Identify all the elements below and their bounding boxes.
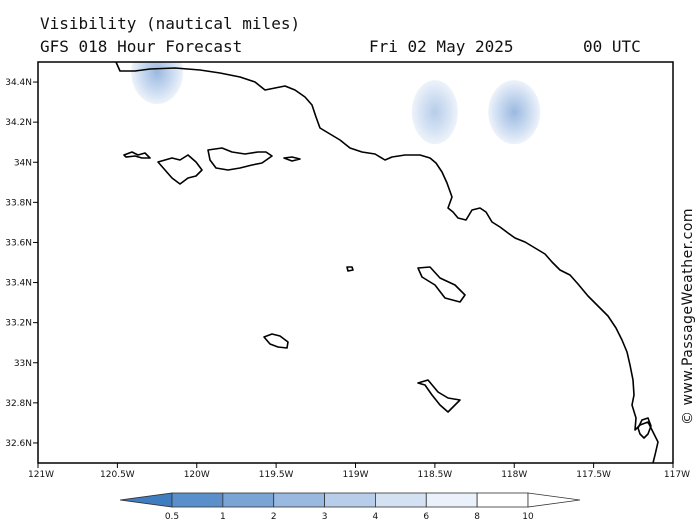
colorbar-label: 2 xyxy=(271,512,277,522)
santa-barbara-island xyxy=(346,266,354,272)
forecast-model: GFS 018 Hour Forecast xyxy=(40,37,243,56)
forecast-time: 00 UTC xyxy=(583,37,641,56)
lon-tick-label: 118.5W xyxy=(418,470,453,480)
colorbar-segment xyxy=(222,492,275,508)
colorbar-segment xyxy=(324,492,376,508)
lat-tick-label: 34.4N xyxy=(5,78,32,88)
san-miguel-island xyxy=(123,151,151,159)
lat-tick-label: 34N xyxy=(14,158,32,168)
low-visibility-area xyxy=(411,80,458,145)
colorbar-segment xyxy=(425,492,478,508)
san-clemente-island xyxy=(417,379,461,413)
mainland-coast xyxy=(115,62,659,463)
lat-tick-label: 34.2N xyxy=(5,118,32,128)
lon-tick-label: 118W xyxy=(501,470,527,480)
lat-tick-label: 33.8N xyxy=(5,198,32,208)
forecast-date: Fri 02 May 2025 xyxy=(369,37,514,56)
colorbar-label: 10 xyxy=(522,512,534,522)
latitude-axis: 32.6N 32.8N 33N 33.2N 33.4N 33.6N 33.8N 34N 34.2… xyxy=(5,78,38,449)
santa-catalina-island xyxy=(417,266,466,303)
visibility-colorbar: 0.5 1 2 3 4 6 8 10 xyxy=(119,492,581,522)
longitude-axis: 121W 120.5W 120W 119.5W 119W 118.5W 118W 117.5W… xyxy=(28,463,690,480)
colorbar-segment xyxy=(375,492,427,508)
lat-tick-label: 32.8N xyxy=(5,399,32,409)
lat-tick-label: 33.2N xyxy=(5,319,32,329)
point-loma xyxy=(637,417,652,439)
colorbar-label: 6 xyxy=(423,512,429,522)
lon-tick-label: 119.5W xyxy=(259,470,294,480)
colorbar-label: 1 xyxy=(220,512,226,522)
map-title: Visibility (nautical miles) xyxy=(40,14,301,33)
coastline xyxy=(115,62,659,463)
low-visibility-area xyxy=(131,62,184,105)
lat-tick-label: 33N xyxy=(14,359,32,369)
anacapa-island xyxy=(283,156,301,162)
colorbar-label: 8 xyxy=(474,512,480,522)
lon-tick-label: 119W xyxy=(342,470,368,480)
colorbar-segment xyxy=(476,492,529,508)
colorbar-low-triangle xyxy=(119,492,173,508)
lat-tick-label: 33.6N xyxy=(5,238,32,248)
visibility-field xyxy=(131,62,541,145)
map-frame xyxy=(37,61,674,464)
colorbar-label: 3 xyxy=(322,512,328,522)
lon-tick-label: 117.5W xyxy=(576,470,611,480)
lon-tick-label: 120W xyxy=(184,470,210,480)
colorbar-segment xyxy=(171,492,224,508)
colorbar-high-triangle xyxy=(527,492,581,508)
colorbar-segment xyxy=(273,492,325,508)
colorbar-label: 0.5 xyxy=(165,512,179,522)
low-visibility-area xyxy=(488,80,541,145)
lon-tick-label: 117W xyxy=(664,470,690,480)
santa-rosa-island xyxy=(157,154,203,185)
lat-tick-label: 33.4N xyxy=(5,279,32,289)
lon-tick-label: 120.5W xyxy=(100,470,135,480)
lon-tick-label: 121W xyxy=(28,470,54,480)
san-nicolas-island xyxy=(263,333,289,349)
colorbar-label: 4 xyxy=(373,512,379,522)
lat-tick-label: 32.6N xyxy=(5,439,32,449)
santa-cruz-island xyxy=(207,147,273,171)
